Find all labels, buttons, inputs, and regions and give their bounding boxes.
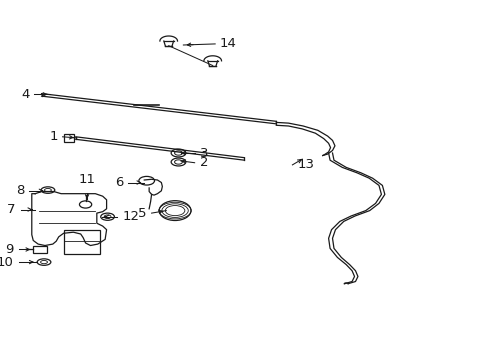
Text: 14: 14 bbox=[220, 37, 237, 50]
Text: 3: 3 bbox=[199, 147, 207, 159]
Text: 12: 12 bbox=[122, 210, 139, 223]
Text: 7: 7 bbox=[7, 203, 16, 216]
Text: 4: 4 bbox=[21, 88, 29, 101]
Text: 2: 2 bbox=[199, 156, 207, 169]
Text: 10: 10 bbox=[0, 256, 14, 269]
Text: 6: 6 bbox=[115, 176, 123, 189]
Text: 5: 5 bbox=[138, 207, 146, 220]
Text: 11: 11 bbox=[79, 173, 95, 186]
Text: 13: 13 bbox=[297, 158, 314, 171]
Text: 8: 8 bbox=[16, 184, 24, 197]
Text: 9: 9 bbox=[5, 243, 14, 256]
Text: 1: 1 bbox=[49, 130, 58, 143]
